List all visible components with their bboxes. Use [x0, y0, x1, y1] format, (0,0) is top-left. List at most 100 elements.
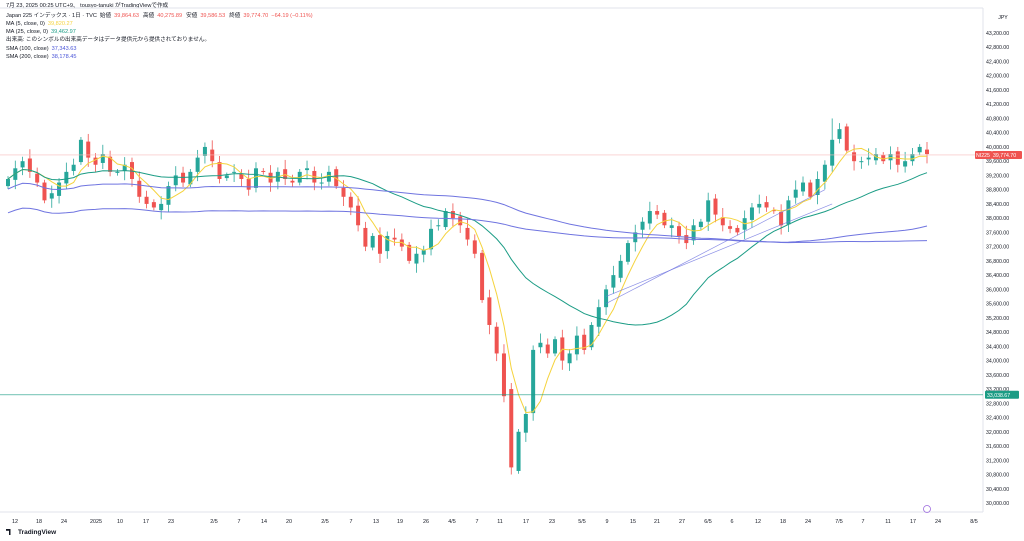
y-tick-label: 37,200.00 — [986, 245, 1009, 251]
candle-body — [706, 200, 711, 222]
candle-body — [815, 178, 820, 196]
candle-body — [93, 157, 98, 165]
y-tick-label: 38,000.00 — [986, 216, 1009, 222]
candle-body — [662, 212, 667, 226]
x-tick-label: 20 — [286, 519, 292, 525]
symbol-tag-bg — [975, 150, 992, 159]
candle-body — [677, 226, 682, 236]
candle-body — [903, 161, 908, 167]
trend-line — [605, 189, 826, 304]
y-tick-label: 34,400.00 — [986, 344, 1009, 350]
x-tick-label: 21 — [654, 519, 660, 525]
candle-body — [202, 146, 207, 156]
y-tick-label: 30,400.00 — [986, 487, 1009, 493]
candle-body — [771, 210, 776, 212]
ma25-line — [7, 168, 928, 326]
candle-body — [64, 171, 69, 184]
symbol-name: Japan 225 インデックス · 1日 · TVC — [6, 13, 97, 19]
x-tick-label: 17 — [910, 519, 916, 525]
x-tick-label: 12 — [755, 519, 761, 525]
x-tick-label: 10 — [117, 519, 123, 525]
candle-body — [224, 175, 229, 179]
candle-body — [385, 235, 390, 252]
candle-body — [429, 228, 434, 250]
candle-body — [917, 146, 922, 153]
x-tick-label: 6/5 — [704, 519, 712, 525]
candle-body — [735, 227, 740, 233]
y-tick-label: 31,600.00 — [986, 444, 1009, 450]
x-tick-label: 17 — [523, 519, 529, 525]
y-tick-label: 42,400.00 — [986, 59, 1009, 65]
candle-body — [188, 171, 193, 185]
price-tag-bg — [992, 150, 1022, 159]
candle-body — [421, 250, 426, 255]
x-tick-label: 17 — [143, 519, 149, 525]
candle-body — [720, 217, 725, 226]
candle-body — [239, 173, 244, 179]
x-tick-label: 11 — [497, 519, 503, 525]
candle-body — [115, 171, 120, 173]
indicator-row: MA (5, close, 0) 39,820.27 — [6, 21, 76, 29]
candle-body — [129, 162, 134, 179]
candle-body — [545, 344, 550, 354]
candle-body — [450, 211, 455, 219]
y-tick-label: 39,600.00 — [986, 159, 1009, 165]
event-marker-icon — [923, 505, 931, 513]
symbol-info: Japan 225 インデックス · 1日 · TVC 始値 39,864.63 高値… — [6, 13, 313, 19]
indicator-label: SMA (100, close) — [6, 45, 49, 52]
candle-body — [108, 156, 113, 172]
candle-body — [604, 289, 609, 308]
candle-body — [20, 161, 25, 168]
y-tick-label: 32,800.00 — [986, 401, 1009, 407]
y-tick-label: 43,200.00 — [986, 31, 1009, 37]
candle-body — [618, 260, 623, 278]
x-tick-label: 2/5 — [321, 519, 329, 525]
candle-body — [801, 182, 806, 192]
x-tick-label: 6 — [731, 519, 734, 525]
candle-body — [436, 225, 441, 227]
y-tick-label: 31,200.00 — [986, 458, 1009, 464]
candle-body — [589, 324, 594, 348]
y-tick-label: 39,200.00 — [986, 173, 1009, 179]
candle-body — [232, 171, 237, 173]
price-tag: 39,774.70 — [993, 153, 1016, 159]
candle-body — [691, 225, 696, 241]
y-tick-label: 36,800.00 — [986, 259, 1009, 265]
candle-body — [78, 139, 83, 163]
candle-body — [494, 326, 499, 354]
candle-body — [764, 202, 769, 208]
candle-body — [377, 235, 382, 254]
x-tick-label: 9 — [606, 519, 609, 525]
x-tick-label: 13 — [373, 519, 379, 525]
candle-body — [757, 203, 762, 208]
candle-body — [808, 182, 813, 197]
candle-body — [786, 200, 791, 225]
y-tick-label: 33,200.00 — [986, 387, 1009, 393]
y-tick-label: 33,600.00 — [986, 373, 1009, 379]
x-tick-label: 4/5 — [448, 519, 456, 525]
close-value: 39,774.70 — [243, 13, 269, 19]
x-tick-label: 24 — [61, 519, 67, 525]
candle-body — [305, 168, 310, 171]
x-tick-label: 7 — [862, 519, 865, 525]
high-value: 40,275.89 — [157, 13, 183, 19]
candle-body — [49, 193, 54, 199]
candle-body — [166, 186, 171, 205]
candle-body — [480, 252, 485, 301]
ma5-line — [7, 147, 927, 414]
y-tick-label: 41,200.00 — [986, 102, 1009, 108]
candle-body — [910, 154, 915, 162]
candle-body — [246, 178, 251, 190]
candle-body — [210, 149, 215, 162]
x-tick-label: 5/5 — [578, 519, 586, 525]
candle-body — [793, 189, 798, 198]
y-tick-label: 34,800.00 — [986, 330, 1009, 336]
candle-body — [407, 244, 412, 261]
candle-body — [195, 157, 200, 172]
candle-body — [640, 221, 645, 230]
currency-label: JPY — [998, 15, 1008, 21]
x-tick-label: 18 — [36, 519, 42, 525]
candle-body — [487, 297, 492, 325]
candle-body — [553, 339, 558, 354]
